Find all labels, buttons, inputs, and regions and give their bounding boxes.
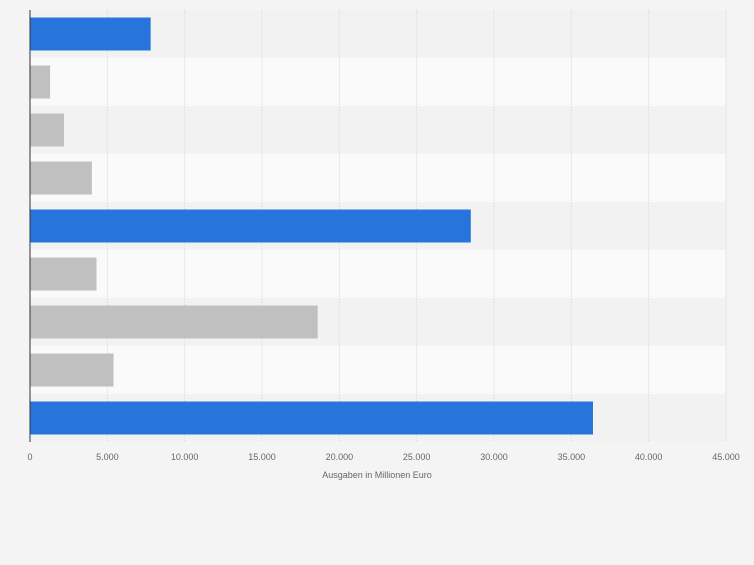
x-tick-label: 35.000 bbox=[558, 452, 586, 462]
row-band bbox=[30, 106, 726, 154]
x-tick-label: 25.000 bbox=[403, 452, 431, 462]
bar[interactable] bbox=[30, 161, 92, 195]
row-band bbox=[30, 250, 726, 298]
bar[interactable] bbox=[30, 17, 151, 51]
x-tick-label: 20.000 bbox=[326, 452, 354, 462]
x-axis-title: Ausgaben in Millionen Euro bbox=[322, 470, 432, 480]
x-tick-label: 5.000 bbox=[96, 452, 119, 462]
bar[interactable] bbox=[30, 257, 97, 291]
bar[interactable] bbox=[30, 353, 114, 387]
x-tick-label: 15.000 bbox=[248, 452, 276, 462]
x-tick-labels: 0 5.000 10.000 15.000 20.000 25.000 30.000 35.0… bbox=[27, 452, 739, 462]
row-band bbox=[30, 58, 726, 106]
row-band bbox=[30, 346, 726, 394]
x-tick-label: 40.000 bbox=[635, 452, 663, 462]
row-band bbox=[30, 154, 726, 202]
x-tick-label: 30.000 bbox=[480, 452, 508, 462]
bar[interactable] bbox=[30, 305, 318, 339]
x-tick-label: 0 bbox=[27, 452, 32, 462]
bars bbox=[30, 17, 593, 435]
bar[interactable] bbox=[30, 65, 51, 99]
x-tick-label: 10.000 bbox=[171, 452, 199, 462]
bar[interactable] bbox=[30, 401, 593, 435]
bar[interactable] bbox=[30, 209, 471, 243]
x-tick-label: 45.000 bbox=[712, 452, 740, 462]
bar[interactable] bbox=[30, 113, 65, 147]
